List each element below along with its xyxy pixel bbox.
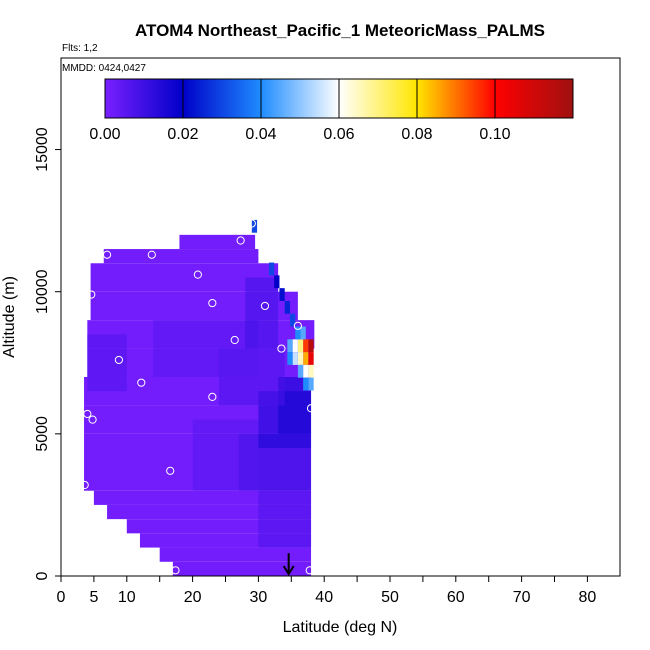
heatmap-cell — [268, 262, 275, 276]
colorbar-tick-label: 0.08 — [401, 126, 432, 143]
heatmap-cell — [287, 352, 293, 365]
heatmap-cell — [308, 339, 314, 353]
date-note: MMDD: 0424,0427 — [62, 63, 146, 74]
heatmap-cell — [303, 364, 309, 378]
x-tick-label: 0 — [57, 589, 66, 606]
heatmap-cell — [284, 300, 290, 314]
region-band — [159, 547, 312, 562]
colorbar-tick-label: 0.10 — [479, 126, 510, 143]
flight-point — [208, 392, 217, 401]
heatmap-cell — [295, 326, 301, 340]
y-tick-label: 15000 — [34, 127, 51, 172]
heatmap-cell — [292, 339, 298, 353]
y-tick-label: 0 — [34, 571, 51, 580]
colorbar: 0.00 0.02 0.04 0.06 0.08 0.10 — [89, 78, 574, 143]
x-tick-label: 30 — [250, 589, 268, 606]
heatmap-layer — [80, 219, 316, 576]
flight-point — [230, 335, 239, 345]
x-tick-label: 70 — [513, 589, 531, 606]
flight-point — [88, 415, 97, 424]
plot-frame — [60, 57, 621, 577]
shading-cell — [87, 334, 127, 392]
colorbar-tick-label: 0.04 — [245, 126, 276, 143]
region-band — [103, 249, 259, 264]
heatmap-cell — [308, 352, 314, 365]
y-tick-label: 5000 — [34, 416, 51, 452]
arrow-marker-head — [282, 565, 295, 576]
flight-point — [305, 566, 314, 575]
x-axis-label: Latitude (deg N) — [283, 619, 398, 636]
flight-point — [293, 321, 302, 330]
chart-title: ATOM4 Northeast_Pacific_1 MeteoricMass_P… — [135, 21, 545, 40]
flight-point — [277, 344, 286, 353]
heatmap-cell — [287, 339, 293, 353]
colorbar-tick-label: 0.06 — [323, 126, 354, 143]
flight-point — [114, 355, 124, 365]
heatmap-cell — [292, 352, 298, 365]
heatmap-cell — [297, 364, 304, 378]
x-tick-label: 50 — [381, 589, 399, 606]
shading-cell — [153, 320, 259, 377]
colorbar-tick-label: 0.00 — [89, 126, 120, 143]
flight-point — [87, 290, 96, 299]
flight-point — [193, 270, 202, 279]
flight-point — [83, 409, 92, 419]
axes: 0 5 10 20 30 40 50 60 70 80 0 5000 10000 15000 — [34, 127, 596, 606]
region-band — [179, 234, 256, 250]
heatmap-cell — [300, 326, 306, 340]
x-tick-label: 20 — [184, 589, 202, 606]
flight-point — [102, 250, 112, 259]
x-tick-label: 10 — [118, 589, 136, 606]
flight-point — [137, 378, 146, 387]
shading-cell — [192, 419, 259, 491]
region-band — [172, 561, 312, 576]
heatmap-cell — [308, 364, 314, 378]
flight-point — [80, 480, 89, 490]
flight-point — [147, 250, 156, 259]
colorbar-tick-label: 0.02 — [167, 126, 198, 143]
shading-cell — [258, 490, 312, 548]
x-tick-label: 40 — [315, 589, 333, 606]
region-band — [93, 490, 312, 505]
heatmap-cell — [303, 377, 309, 391]
y-tick-label: 10000 — [34, 269, 51, 314]
x-tick-label: 5 — [89, 589, 98, 606]
flight-point — [236, 236, 245, 245]
y-axis-label: Altitude (m) — [1, 276, 18, 358]
heatmap-cell — [279, 288, 285, 301]
flight-point — [208, 298, 217, 308]
heatmap-cell — [274, 275, 280, 289]
flight-point — [306, 404, 316, 413]
heatmap-cell — [303, 352, 309, 365]
flight-point — [247, 219, 256, 228]
flight-point — [166, 466, 175, 475]
heatmap-cell — [308, 377, 314, 391]
heatmap-cell — [303, 339, 309, 353]
x-tick-label: 80 — [579, 589, 597, 606]
x-tick-label: 60 — [447, 589, 465, 606]
flights-note: Flts: 1,2 — [62, 43, 98, 54]
heatmap-cell — [297, 352, 304, 365]
heatmap-cell — [289, 313, 296, 327]
heatmap-cell — [297, 339, 304, 353]
shading-cell — [245, 277, 279, 349]
flight-point — [260, 301, 270, 311]
flight-point — [171, 566, 180, 575]
